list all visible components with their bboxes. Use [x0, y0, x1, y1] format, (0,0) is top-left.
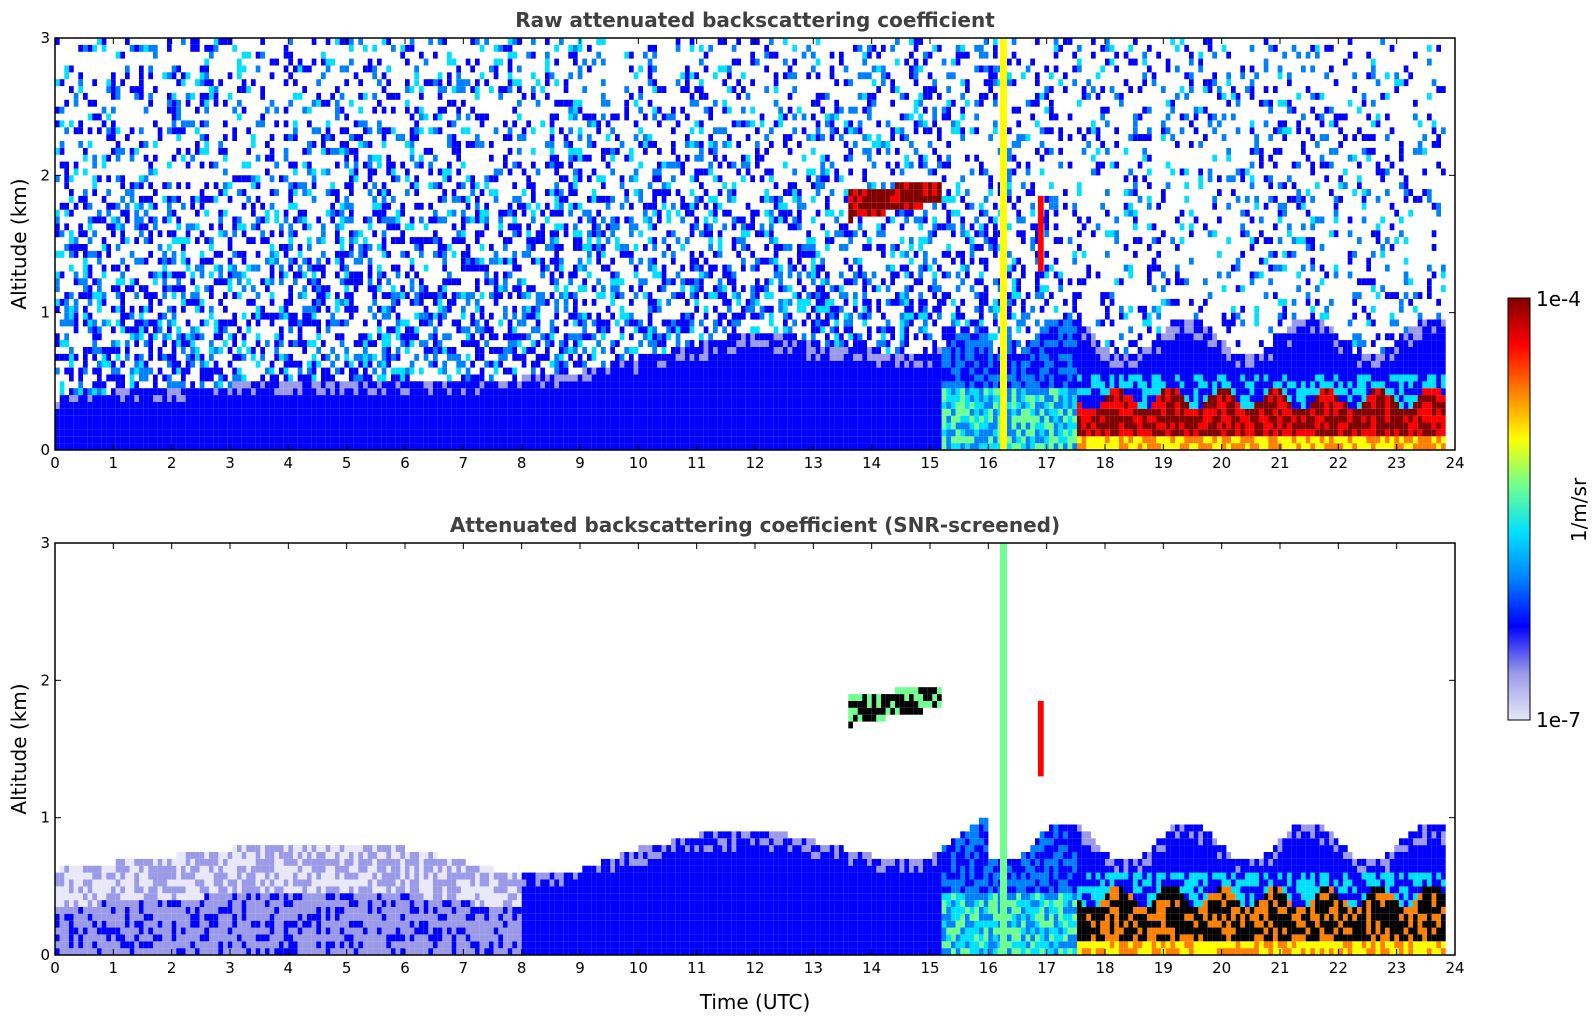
y-tick-label: 0 — [40, 441, 50, 459]
heatmap-raw — [55, 38, 1446, 450]
x-tick-label: 7 — [459, 959, 469, 977]
x-tick-label: 23 — [1387, 454, 1406, 472]
x-tick-label: 24 — [1445, 959, 1464, 977]
heatmap-screened — [55, 543, 1446, 955]
x-tick-label: 1 — [109, 454, 119, 472]
y-ticks-screened: 0 1 2 3 — [40, 534, 1455, 964]
y-tick-label: 0 — [40, 946, 50, 964]
y-tick-label: 1 — [40, 304, 50, 322]
x-tick-label: 7 — [459, 454, 469, 472]
x-tick-label: 4 — [284, 454, 294, 472]
x-tick-label: 19 — [1154, 959, 1173, 977]
x-tick-label: 22 — [1329, 454, 1348, 472]
y-tick-label: 2 — [40, 166, 50, 184]
x-tick-label: 14 — [862, 959, 881, 977]
colorbar-max-label: 1e-4 — [1536, 287, 1581, 311]
x-tick-label: 13 — [804, 454, 823, 472]
x-tick-label: 17 — [1037, 959, 1056, 977]
x-tick-label: 18 — [1095, 959, 1114, 977]
x-tick-label: 12 — [745, 454, 764, 472]
y-tick-label: 1 — [40, 809, 50, 827]
x-tick-label: 21 — [1270, 959, 1289, 977]
x-tick-label: 11 — [687, 959, 706, 977]
x-tick-label: 8 — [517, 454, 527, 472]
y-axis-label-raw: Altitude (km) — [7, 178, 31, 309]
x-tick-label: 2 — [167, 959, 177, 977]
y-ticks-raw: 0 1 2 3 — [40, 29, 1455, 459]
y-tick-label: 3 — [40, 534, 50, 552]
x-tick-label: 3 — [225, 959, 235, 977]
x-tick-label: 15 — [920, 454, 939, 472]
x-ticks-screened: 0 1 2 3 4 5 6 7 8 9 10 11 12 13 14 15 16 17 18 19 20 21 22 23 24 — [50, 543, 1465, 977]
chart-title-screened: Attenuated backscattering coefficient (S… — [450, 513, 1060, 537]
x-tick-label: 23 — [1387, 959, 1406, 977]
x-tick-label: 20 — [1212, 959, 1231, 977]
x-tick-label: 9 — [575, 454, 585, 472]
x-tick-label: 16 — [979, 959, 998, 977]
x-tick-label: 22 — [1329, 959, 1348, 977]
x-ticks-raw: 0 1 2 3 4 5 6 7 8 9 10 11 12 13 14 15 16 17 18 19 20 21 22 23 24 — [50, 38, 1465, 472]
x-tick-label: 18 — [1095, 454, 1114, 472]
x-tick-label: 24 — [1445, 454, 1464, 472]
x-tick-label: 13 — [804, 959, 823, 977]
colorbar — [1507, 297, 1531, 721]
x-tick-label: 17 — [1037, 454, 1056, 472]
x-axis-label: Time (UTC) — [699, 990, 811, 1014]
x-tick-label: 6 — [400, 454, 410, 472]
y-tick-label: 3 — [40, 29, 50, 47]
x-tick-label: 6 — [400, 959, 410, 977]
x-tick-label: 16 — [979, 454, 998, 472]
x-tick-label: 10 — [629, 959, 648, 977]
x-tick-label: 5 — [342, 454, 352, 472]
colorbar-min-label: 1e-7 — [1536, 708, 1581, 732]
x-tick-label: 3 — [225, 454, 235, 472]
x-tick-label: 12 — [745, 959, 764, 977]
x-tick-label: 15 — [920, 959, 939, 977]
x-tick-label: 2 — [167, 454, 177, 472]
colorbar-label: 1/m/sr — [1567, 477, 1591, 542]
y-axis-label-screened: Altitude (km) — [7, 683, 31, 814]
x-tick-label: 21 — [1270, 454, 1289, 472]
chart-title-raw: Raw attenuated backscattering coefficien… — [515, 8, 995, 32]
x-tick-label: 11 — [687, 454, 706, 472]
x-tick-label: 0 — [50, 959, 60, 977]
x-tick-label: 8 — [517, 959, 527, 977]
x-tick-label: 4 — [284, 959, 294, 977]
x-tick-label: 10 — [629, 454, 648, 472]
x-tick-label: 0 — [50, 454, 60, 472]
x-tick-label: 5 — [342, 959, 352, 977]
x-tick-label: 1 — [109, 959, 119, 977]
x-tick-label: 14 — [862, 454, 881, 472]
x-tick-label: 20 — [1212, 454, 1231, 472]
x-tick-label: 19 — [1154, 454, 1173, 472]
x-tick-label: 9 — [575, 959, 585, 977]
y-tick-label: 2 — [40, 671, 50, 689]
